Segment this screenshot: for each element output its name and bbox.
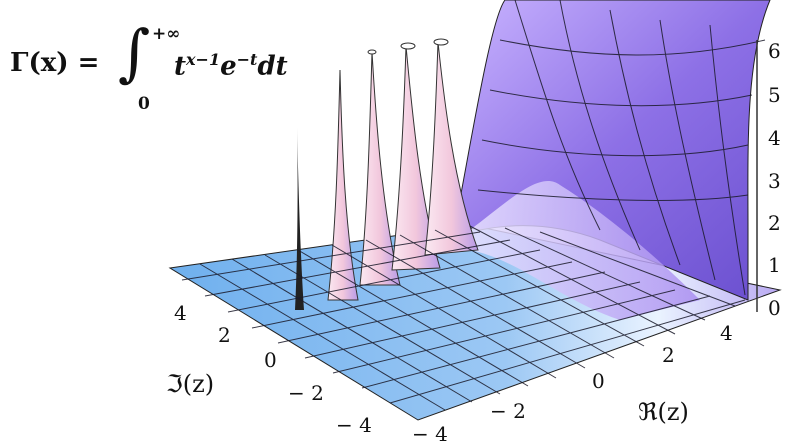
z-tick: 2: [768, 211, 781, 235]
real-axis-ticks: − 4 − 2 0 2 4: [412, 321, 733, 445]
z-tick: 5: [768, 83, 781, 107]
pole-spike: [327, 69, 359, 301]
integrand-exp1: x−1: [186, 50, 221, 69]
imag-tick: 0: [264, 348, 277, 372]
real-tick: 4: [720, 321, 733, 345]
real-axis-label: ℜ(z): [638, 398, 689, 426]
imag-axis-ticks: 4 2 0 − 2 − 4: [174, 301, 372, 437]
imag-tick: − 4: [336, 413, 372, 437]
z-tick: 3: [768, 169, 781, 193]
gamma-formula: Γ(x) = ∫ +∞ 0 tx−1e−tdt: [6, 22, 336, 122]
integral-upper-limit: +∞: [152, 24, 181, 44]
z-axis-ticks: 0 1 2 3 4 5 6: [768, 39, 781, 320]
spike-cap: [400, 42, 416, 50]
integrand-e: e: [220, 51, 237, 82]
imag-tick: 4: [174, 301, 187, 325]
real-tick: − 2: [490, 399, 526, 423]
formula-lhs: Γ(x) =: [10, 48, 100, 78]
integrand: tx−1e−tdt: [174, 50, 288, 82]
real-tick: − 4: [412, 422, 448, 445]
imag-axis-label: ℑ(z): [166, 370, 214, 398]
spike-cap: [367, 49, 377, 55]
imag-tick: − 2: [288, 381, 324, 405]
z-tick: 6: [768, 39, 781, 63]
z-tick: 1: [768, 253, 781, 277]
real-tick: 2: [662, 343, 675, 367]
integral-lower-limit: 0: [138, 94, 150, 114]
pole-spikes: [295, 38, 479, 310]
integrand-dt: dt: [257, 51, 288, 82]
imag-tick: 2: [218, 323, 231, 347]
z-tick: 0: [768, 296, 781, 320]
integrand-exp2: −t: [236, 50, 258, 69]
integral-sign: ∫: [118, 16, 151, 89]
real-tick: 0: [592, 369, 605, 393]
surface-hump: [470, 181, 700, 320]
surface-grid: [181, 0, 766, 411]
pole-spike: [295, 125, 304, 310]
z-tick: 4: [768, 126, 781, 150]
integrand-t: t: [174, 51, 187, 82]
spike-cap: [433, 38, 449, 46]
